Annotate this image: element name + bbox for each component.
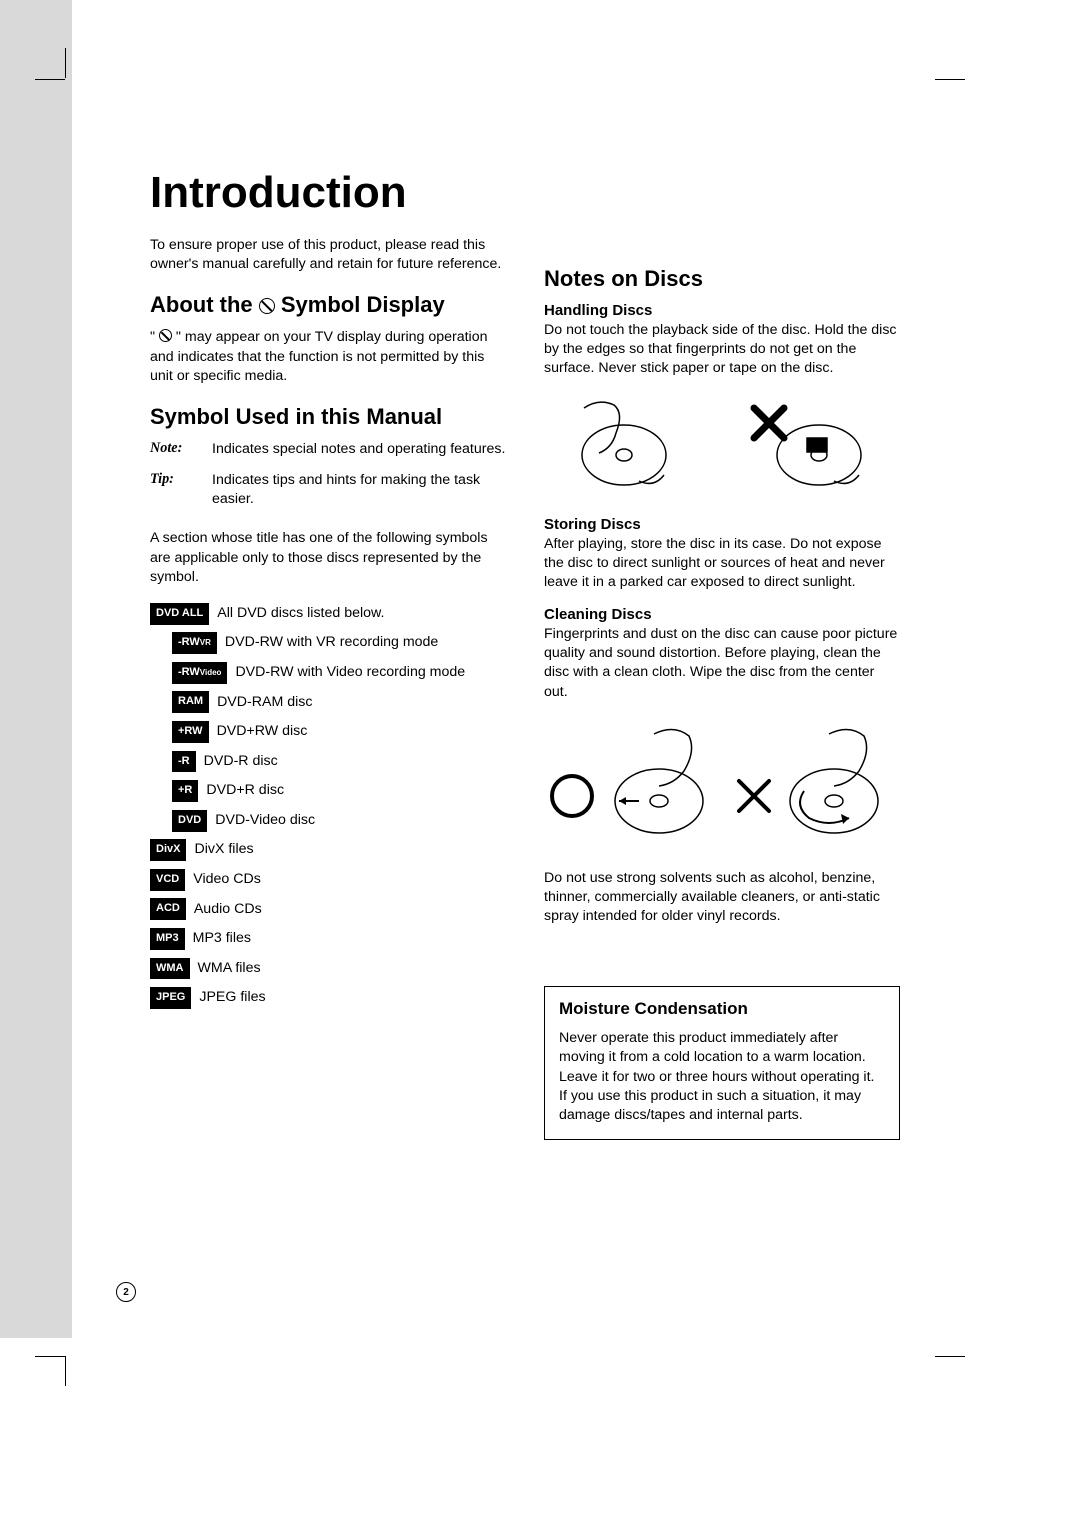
symbol-row: +RW DVD+RW disc	[150, 719, 506, 745]
symbols-intro-para: A section whose title has one of the fol…	[150, 529, 506, 587]
storing-para: After playing, store the disc in its cas…	[544, 535, 900, 593]
symbol-text: Video CDs	[193, 867, 261, 893]
page-title: Introduction	[150, 168, 900, 218]
crop-mark	[935, 1356, 965, 1357]
note-definition: Note: Indicates special notes and operat…	[150, 440, 506, 459]
format-badge: DVD	[172, 810, 207, 832]
heading-symbol-used: Symbol Used in this Manual	[150, 404, 506, 430]
symbol-text: MP3 files	[193, 926, 251, 952]
format-badge: JPEG	[150, 987, 191, 1009]
cleaning-para: Fingerprints and dust on the disc can ca…	[544, 625, 900, 702]
symbol-text: DVD-RW with Video recording mode	[235, 660, 465, 686]
tip-definition: Tip: Indicates tips and hints for making…	[150, 471, 506, 509]
moisture-box: Moisture Condensation Never operate this…	[544, 986, 900, 1140]
format-badge: DVD ALL	[150, 603, 209, 625]
crop-mark	[935, 79, 965, 80]
symbol-text: WMA files	[198, 956, 261, 982]
symbol-row: DivX DivX files	[150, 837, 506, 863]
about-para-prefix: "	[150, 329, 159, 345]
symbol-text: All DVD discs listed below.	[217, 601, 384, 627]
crop-mark	[35, 79, 65, 80]
format-badge: DivX	[150, 839, 186, 861]
about-para: " " may appear on your TV display during…	[150, 328, 506, 386]
symbol-row: -R DVD-R disc	[150, 749, 506, 775]
crop-mark	[35, 1356, 65, 1357]
format-badge: +RW	[172, 721, 209, 743]
heading-about-suffix: Symbol Display	[275, 292, 445, 317]
illustration-cleaning	[544, 716, 900, 851]
format-badge: -RWVideo	[172, 662, 227, 684]
symbol-row: WMA WMA files	[150, 956, 506, 982]
format-badge: RAM	[172, 691, 209, 713]
symbol-text: Audio CDs	[194, 897, 262, 923]
note-label: Note:	[150, 440, 212, 459]
symbol-row: +R DVD+R disc	[150, 778, 506, 804]
crop-mark	[65, 1356, 66, 1386]
heading-moisture: Moisture Condensation	[559, 999, 885, 1019]
heading-handling: Handling Discs	[544, 302, 900, 319]
format-badge: ACD	[150, 898, 186, 920]
handling-para: Do not touch the playback side of the di…	[544, 321, 900, 379]
moisture-para: Never operate this product immediately a…	[559, 1029, 885, 1125]
about-para-suffix: " may appear on your TV display during o…	[150, 329, 488, 383]
heading-notes-discs: Notes on Discs	[544, 266, 900, 292]
intro-para: To ensure proper use of this product, pl…	[150, 236, 506, 274]
symbol-row: ACD Audio CDs	[150, 897, 506, 923]
crop-mark	[65, 48, 66, 78]
symbol-text: DVD-R disc	[204, 749, 278, 775]
format-badge: +R	[172, 780, 198, 802]
symbol-list: DVD ALL All DVD discs listed below.-RWVR D…	[150, 601, 506, 1011]
symbol-row: MP3 MP3 files	[150, 926, 506, 952]
illustration-handling	[544, 393, 900, 498]
page-number: 2	[116, 1282, 136, 1302]
page-content: Introduction To ensure proper use of thi…	[150, 168, 900, 1140]
symbol-row: -RWVR DVD-RW with VR recording mode	[150, 630, 506, 656]
symbol-text: DVD+RW disc	[217, 719, 308, 745]
heading-about-prefix: About the	[150, 292, 259, 317]
right-column: Notes on Discs Handling Discs Do not tou…	[544, 236, 900, 1140]
symbol-text: JPEG files	[199, 985, 265, 1011]
sidebar-gray	[0, 0, 72, 1338]
left-column: To ensure proper use of this product, pl…	[150, 236, 506, 1140]
format-badge: VCD	[150, 869, 185, 891]
symbol-text: DivX files	[194, 837, 253, 863]
symbol-text: DVD+R disc	[206, 778, 284, 804]
format-badge: WMA	[150, 958, 190, 980]
symbol-row: JPEG JPEG files	[150, 985, 506, 1011]
heading-cleaning: Cleaning Discs	[544, 606, 900, 623]
heading-about-symbol: About the Symbol Display	[150, 292, 506, 318]
symbol-row: DVD ALL All DVD discs listed below.	[150, 601, 506, 627]
format-badge: MP3	[150, 928, 185, 950]
symbol-row: VCD Video CDs	[150, 867, 506, 893]
symbol-text: DVD-RAM disc	[217, 690, 312, 716]
symbol-row: RAM DVD-RAM disc	[150, 690, 506, 716]
prohibit-icon	[159, 329, 172, 342]
symbol-row: DVD DVD-Video disc	[150, 808, 506, 834]
heading-storing: Storing Discs	[544, 516, 900, 533]
symbol-row: -RWVideo DVD-RW with Video recording mode	[150, 660, 506, 686]
solvent-para: Do not use strong solvents such as alcoh…	[544, 869, 900, 927]
prohibit-icon	[259, 298, 275, 314]
symbol-text: DVD-Video disc	[215, 808, 315, 834]
tip-text: Indicates tips and hints for making the …	[212, 471, 506, 509]
format-badge: -RWVR	[172, 632, 217, 654]
format-badge: -R	[172, 751, 196, 773]
symbol-text: DVD-RW with VR recording mode	[225, 630, 438, 656]
tip-label: Tip:	[150, 471, 212, 509]
note-text: Indicates special notes and operating fe…	[212, 440, 506, 459]
